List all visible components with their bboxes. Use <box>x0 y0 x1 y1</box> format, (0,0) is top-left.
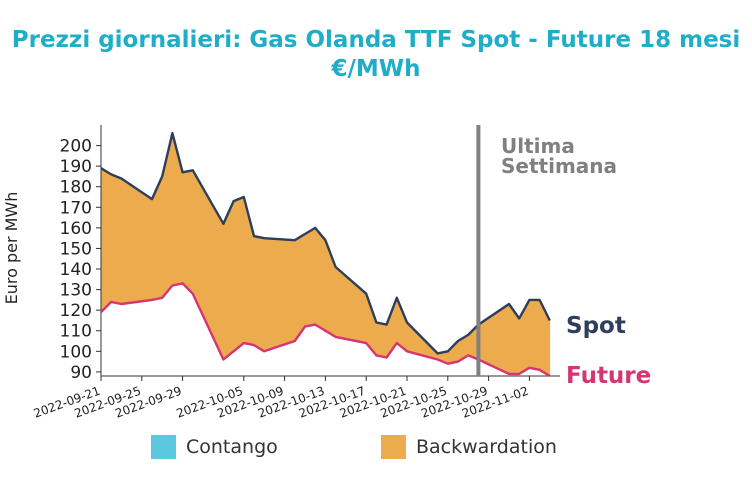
y-tick-label: 100 <box>60 342 92 362</box>
plot-area: 901001101201301401501601701801902002022-… <box>32 125 560 421</box>
y-tick-label: 90 <box>70 363 92 383</box>
backwardation-area <box>376 322 387 358</box>
backwardation-area <box>447 340 459 365</box>
chart-title-unit: €/MWh <box>330 56 420 82</box>
y-tick-label: 110 <box>60 322 92 342</box>
legend-swatch-backwardation <box>381 435 406 459</box>
backwardation-area <box>304 227 316 327</box>
backwardation-area <box>223 200 234 361</box>
annotation-line1: Ultima <box>501 134 575 158</box>
backwardation-area <box>233 196 245 352</box>
y-tick-label: 160 <box>60 219 92 239</box>
y-tick-label: 170 <box>60 198 92 218</box>
annotation-line2: Settimana <box>501 154 617 178</box>
legend-label-contango: Contango <box>186 436 278 458</box>
legend-swatch-contango <box>151 435 176 459</box>
chart-title: Prezzi giornalieri: Gas Olanda TTF Spot … <box>12 27 741 53</box>
future-line <box>100 282 551 378</box>
backwardation-area <box>263 237 296 352</box>
y-tick-label: 120 <box>60 301 92 321</box>
future-end-label: Future <box>566 363 651 389</box>
backwardation-area <box>253 235 265 352</box>
y-tick-label: 190 <box>60 157 92 177</box>
y-tick-label: 200 <box>60 137 92 157</box>
y-tick-label: 180 <box>60 178 92 198</box>
y-tick-label: 150 <box>60 239 92 259</box>
spot-end-label: Spot <box>566 313 626 339</box>
backwardation-area <box>110 173 122 305</box>
y-axis-label: Euro per MWh <box>2 192 21 305</box>
y-tick-label: 130 <box>60 281 92 301</box>
legend-label-backwardation: Backwardation <box>416 436 557 458</box>
spot-line <box>100 131 551 355</box>
backwardation-area <box>529 299 540 371</box>
backwardation-area <box>294 233 306 342</box>
backwardation-area <box>335 266 367 344</box>
backwardation-area <box>182 169 194 295</box>
backwardation-area <box>314 227 326 332</box>
backwardation-area <box>100 167 112 313</box>
y-tick-label: 140 <box>60 260 92 280</box>
